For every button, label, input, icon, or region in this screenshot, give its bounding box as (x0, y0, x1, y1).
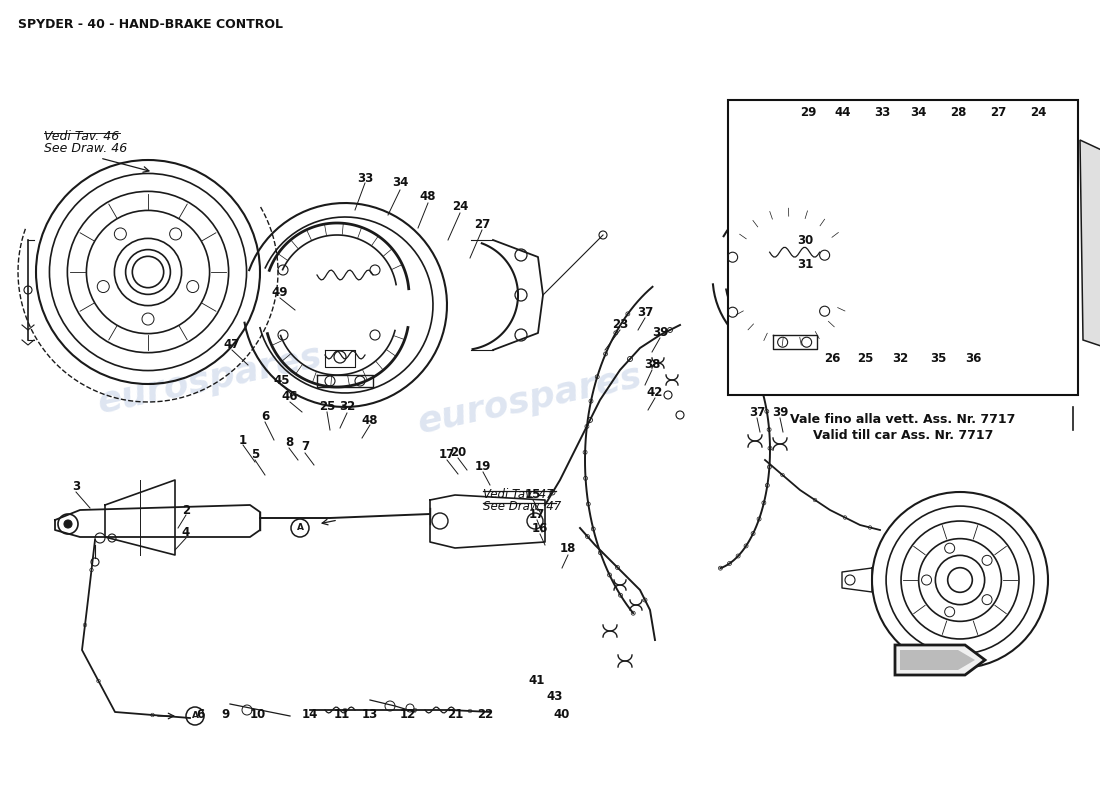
Text: 25: 25 (319, 399, 336, 413)
Text: 16: 16 (531, 522, 548, 534)
Text: 39: 39 (652, 326, 668, 338)
Text: 34: 34 (392, 177, 408, 190)
Text: 9: 9 (221, 707, 229, 721)
Text: 12: 12 (400, 707, 416, 721)
Text: eurospares: eurospares (95, 340, 326, 420)
Text: 40: 40 (553, 707, 570, 721)
Text: eurospares: eurospares (415, 360, 646, 440)
Text: See Draw. 46: See Draw. 46 (44, 142, 128, 155)
Text: 49: 49 (272, 286, 288, 298)
Text: 34: 34 (910, 106, 926, 118)
Text: 7: 7 (301, 441, 309, 454)
Text: 48: 48 (420, 190, 437, 203)
Text: SPYDER - 40 - HAND-BRAKE CONTROL: SPYDER - 40 - HAND-BRAKE CONTROL (18, 18, 283, 31)
Circle shape (64, 520, 72, 528)
Text: 23: 23 (612, 318, 628, 330)
Text: 37: 37 (749, 406, 766, 418)
Bar (728, 100, 1078, 395)
Text: 46: 46 (282, 390, 298, 402)
Text: 2: 2 (182, 503, 190, 517)
Text: Vale fino alla vett. Ass. Nr. 7717: Vale fino alla vett. Ass. Nr. 7717 (790, 413, 1015, 426)
Text: 37: 37 (637, 306, 653, 318)
Text: 36: 36 (965, 351, 981, 365)
Polygon shape (1080, 140, 1100, 350)
Text: 33: 33 (356, 171, 373, 185)
Text: 4: 4 (182, 526, 190, 538)
Polygon shape (895, 645, 984, 675)
Text: 27: 27 (474, 218, 491, 230)
Text: 24: 24 (452, 201, 469, 214)
Text: 26: 26 (824, 351, 840, 365)
Text: 20: 20 (450, 446, 466, 459)
Text: 44: 44 (835, 106, 851, 118)
Text: 24: 24 (1030, 106, 1046, 118)
Text: 17: 17 (439, 449, 455, 462)
Text: 42: 42 (647, 386, 663, 398)
Text: 17: 17 (529, 507, 546, 521)
Text: Vedi Tav. 46: Vedi Tav. 46 (44, 130, 119, 143)
Text: Vedi Tav. 47: Vedi Tav. 47 (483, 488, 553, 501)
Text: 14: 14 (301, 707, 318, 721)
Text: 48: 48 (362, 414, 378, 426)
Text: 25: 25 (857, 351, 873, 365)
Text: 18: 18 (560, 542, 576, 555)
Text: 32: 32 (339, 401, 355, 414)
Text: 38: 38 (644, 358, 660, 370)
Text: 35: 35 (930, 351, 946, 365)
Text: 30: 30 (796, 234, 813, 246)
Text: 39: 39 (772, 406, 789, 418)
Text: 1: 1 (239, 434, 248, 446)
Text: 27: 27 (990, 106, 1006, 118)
Text: 43: 43 (547, 690, 563, 702)
Text: 47: 47 (223, 338, 240, 350)
Text: 15: 15 (525, 489, 541, 502)
Text: 33: 33 (873, 106, 890, 118)
Text: A: A (191, 711, 198, 721)
Text: 10: 10 (250, 707, 266, 721)
Text: 31: 31 (796, 258, 813, 271)
Text: 6: 6 (196, 707, 205, 721)
Text: A: A (297, 523, 304, 533)
Text: 8: 8 (285, 437, 293, 450)
Text: 41: 41 (529, 674, 546, 686)
Text: 19: 19 (475, 459, 492, 473)
Text: 22: 22 (477, 707, 493, 721)
Text: 5: 5 (251, 449, 260, 462)
Text: 3: 3 (72, 479, 80, 493)
Text: 21: 21 (447, 707, 463, 721)
Polygon shape (900, 650, 975, 670)
Text: 6: 6 (261, 410, 270, 422)
Text: 28: 28 (949, 106, 966, 118)
Text: 32: 32 (892, 351, 909, 365)
Text: 29: 29 (800, 106, 816, 118)
Text: See Draw. 47: See Draw. 47 (483, 500, 561, 513)
Text: 45: 45 (274, 374, 290, 386)
Text: Valid till car Ass. Nr. 7717: Valid till car Ass. Nr. 7717 (813, 429, 993, 442)
Text: 13: 13 (362, 707, 378, 721)
Text: 11: 11 (334, 707, 350, 721)
Text: eurospares: eurospares (755, 290, 986, 370)
